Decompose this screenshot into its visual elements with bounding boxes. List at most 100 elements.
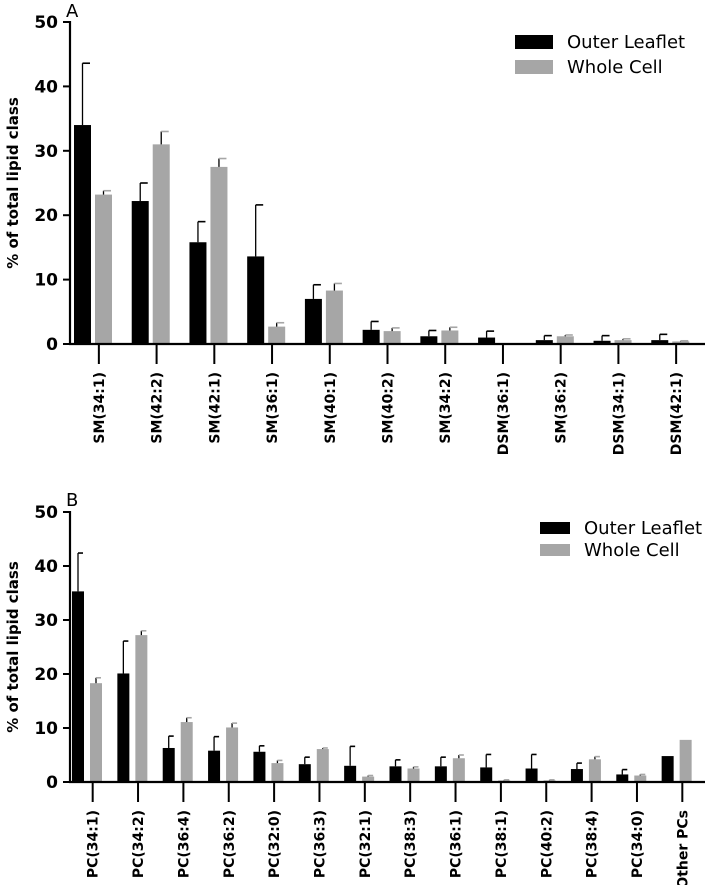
- bar-whole-cell: [383, 331, 401, 344]
- panel-letter: A: [66, 1, 79, 22]
- legend-swatch: [515, 35, 553, 49]
- x-tick-label: SM(42:2): [150, 372, 166, 444]
- bar-outer-leaflet: [208, 750, 221, 782]
- bar-outer-leaflet: [189, 242, 207, 344]
- bar-whole-cell: [180, 722, 193, 782]
- bar-whole-cell: [226, 727, 239, 782]
- bar-outer-leaflet: [362, 329, 380, 344]
- y-tick-label: 20: [34, 206, 58, 226]
- bar-whole-cell: [556, 336, 574, 344]
- x-tick-label: PC(36:3): [312, 810, 328, 878]
- bar-whole-cell: [152, 144, 170, 344]
- bar-outer-leaflet: [304, 298, 322, 344]
- legend-label: Whole Cell: [567, 57, 663, 78]
- x-tick-label: DSM(42:1): [669, 372, 685, 455]
- x-tick-label: SM(42:1): [207, 372, 223, 444]
- x-tick-label: SM(36:1): [265, 372, 281, 444]
- x-tick-label: PC(32:0): [267, 810, 283, 878]
- x-tick-label: PC(34:0): [630, 810, 646, 878]
- y-tick-label: 50: [34, 13, 58, 33]
- x-tick-label: PC(40:2): [539, 810, 555, 878]
- bar-outer-leaflet: [434, 766, 447, 782]
- bar-whole-cell: [210, 166, 228, 344]
- chart-panel-a: A % of total lipid class 0 10 20 30 40 50 SM(34:…: [4, 1, 705, 455]
- bar-whole-cell: [452, 758, 465, 782]
- x-tick-label: DSM(34:1): [611, 372, 627, 455]
- bar-outer-leaflet: [253, 751, 266, 782]
- panel-letter: B: [66, 490, 78, 511]
- bar-outer-leaflet: [389, 766, 402, 782]
- bar-whole-cell: [268, 326, 286, 344]
- bar-outer-leaflet: [74, 125, 91, 344]
- x-tick-label: PC(36:4): [176, 810, 192, 878]
- bar-outer-leaflet: [480, 767, 493, 782]
- x-tick-label: SM(40:2): [381, 372, 397, 444]
- x-tick-label: PC(32:1): [358, 810, 374, 878]
- y-tick-label: 40: [34, 557, 58, 577]
- bar-whole-cell: [441, 330, 459, 344]
- bar-outer-leaflet: [570, 769, 583, 782]
- x-tick-label: PC(36:1): [449, 810, 465, 878]
- legend-swatch: [540, 522, 570, 534]
- bar-whole-cell: [90, 683, 102, 782]
- bar-outer-leaflet: [117, 673, 130, 782]
- bar-outer-leaflet: [525, 768, 538, 782]
- bar-whole-cell: [588, 759, 601, 782]
- bar-outer-leaflet: [298, 764, 311, 782]
- bar-whole-cell: [271, 763, 284, 782]
- bar-whole-cell: [135, 635, 148, 782]
- x-tick-label: PC(38:3): [403, 810, 419, 878]
- legend-label: Outer Leaflet: [567, 32, 685, 53]
- bar-whole-cell: [316, 749, 329, 782]
- y-tick-label: 10: [34, 719, 58, 739]
- bar-whole-cell: [614, 340, 632, 344]
- x-tick-label: DSM(36:1): [496, 372, 512, 455]
- bar-whole-cell: [672, 341, 690, 344]
- x-tick-label: SM(36:2): [554, 372, 570, 444]
- bar-whole-cell: [634, 775, 647, 782]
- bar-whole-cell: [95, 194, 112, 344]
- y-tick-label: 10: [34, 271, 58, 291]
- y-axis-label: % of total lipid class: [4, 561, 22, 733]
- bar-outer-leaflet: [593, 340, 611, 344]
- x-tick-label: PC(34:2): [131, 810, 147, 878]
- chart-panel-b: B % of total lipid class 0 10 20 30 40 50 PC(34:…: [4, 490, 705, 885]
- bar-outer-leaflet: [478, 337, 496, 344]
- bar-outer-leaflet: [247, 256, 265, 344]
- x-tick-label: PC(34:1): [86, 810, 102, 878]
- y-tick-label: 30: [34, 611, 58, 631]
- x-tick-label: PC(38:1): [494, 810, 510, 878]
- bar-outer-leaflet: [616, 774, 629, 782]
- bar-whole-cell: [362, 776, 375, 782]
- x-tick-label: SM(34:1): [92, 372, 108, 444]
- legend-swatch: [515, 60, 553, 74]
- bar-outer-leaflet: [344, 765, 357, 782]
- bar-outer-leaflet: [162, 747, 175, 782]
- bar-outer-leaflet: [131, 201, 149, 344]
- legend-label: Whole Cell: [584, 540, 680, 561]
- y-tick-label: 30: [34, 142, 58, 162]
- x-tick-label: PC(36:2): [222, 810, 238, 878]
- bar-whole-cell: [407, 768, 420, 782]
- legend-swatch: [540, 544, 570, 556]
- bar-outer-leaflet: [535, 340, 553, 344]
- legend: Outer Leaflet Whole Cell: [515, 32, 685, 78]
- y-tick-label: 0: [46, 773, 58, 793]
- bar-outer-leaflet: [420, 336, 438, 344]
- y-axis-label: % of total lipid class: [4, 97, 22, 269]
- y-tick-label: 50: [34, 503, 58, 523]
- bar-whole-cell: [679, 739, 692, 782]
- x-tick-label: SM(40:1): [323, 372, 339, 444]
- x-tick-label: SM(34:2): [438, 372, 454, 444]
- y-tick-label: 40: [34, 77, 58, 97]
- x-tick-label: PC(38:4): [585, 810, 601, 878]
- bar-whole-cell: [325, 290, 343, 344]
- legend-label: Outer Leaflet: [584, 518, 702, 539]
- bar-outer-leaflet: [72, 591, 84, 782]
- bar-outer-leaflet: [651, 340, 669, 344]
- y-tick-label: 0: [46, 335, 58, 355]
- y-tick-label: 20: [34, 665, 58, 685]
- x-tick-label: Other PCs: [675, 810, 691, 885]
